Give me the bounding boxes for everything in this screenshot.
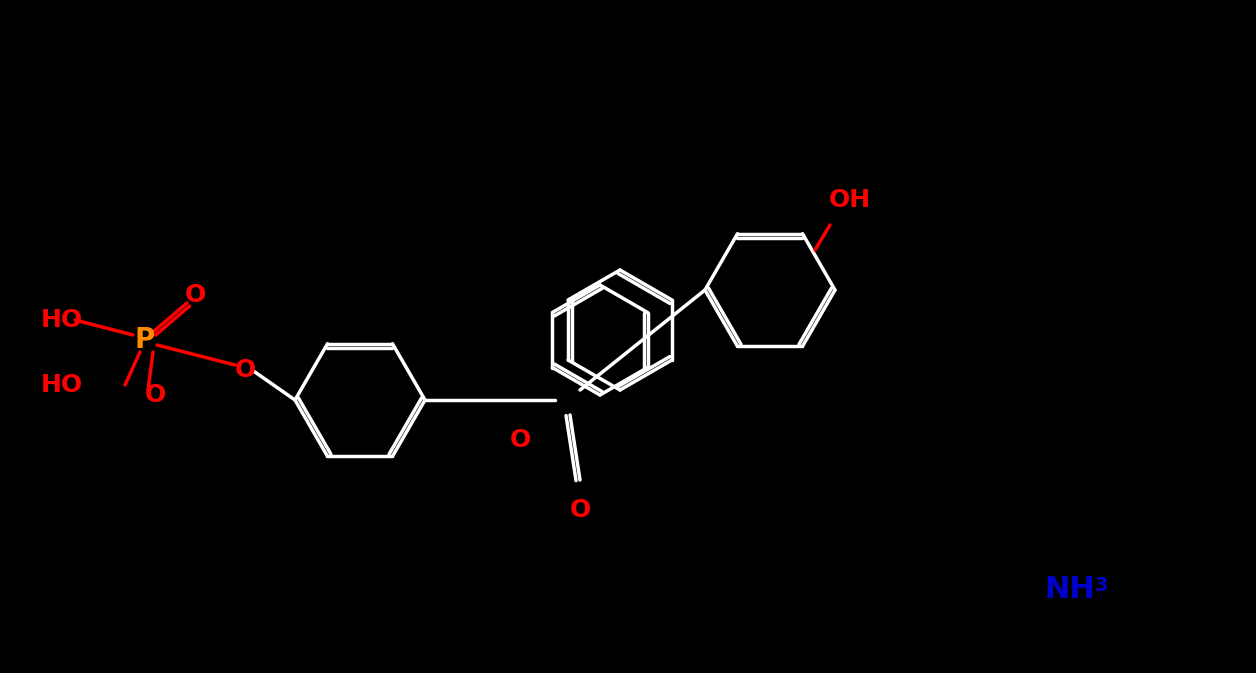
Text: O: O	[144, 383, 166, 407]
Text: O: O	[569, 498, 590, 522]
Text: P: P	[134, 326, 156, 354]
Text: O: O	[510, 428, 530, 452]
Text: NH: NH	[1045, 575, 1095, 604]
Text: 3: 3	[1095, 576, 1109, 595]
Text: HO: HO	[41, 308, 83, 332]
Text: O: O	[185, 283, 206, 307]
Text: O: O	[235, 358, 256, 382]
Text: OH: OH	[829, 188, 872, 212]
Text: HO: HO	[41, 373, 83, 397]
